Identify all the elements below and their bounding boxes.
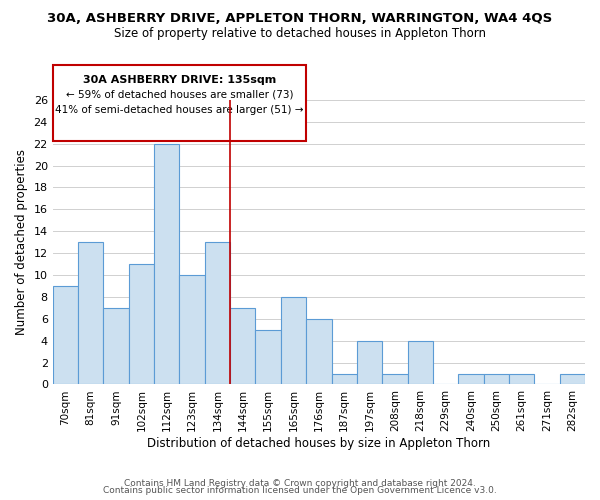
Text: Contains public sector information licensed under the Open Government Licence v3: Contains public sector information licen… <box>103 486 497 495</box>
Text: 30A ASHBERRY DRIVE: 135sqm: 30A ASHBERRY DRIVE: 135sqm <box>83 75 276 85</box>
Text: Size of property relative to detached houses in Appleton Thorn: Size of property relative to detached ho… <box>114 28 486 40</box>
Bar <box>230 308 256 384</box>
Bar <box>129 264 154 384</box>
Bar <box>205 242 230 384</box>
Bar <box>407 340 433 384</box>
Bar <box>103 308 129 384</box>
Bar <box>332 374 357 384</box>
Text: ← 59% of detached houses are smaller (73): ← 59% of detached houses are smaller (73… <box>65 90 293 100</box>
Bar <box>560 374 585 384</box>
Bar <box>179 275 205 384</box>
Bar <box>154 144 179 384</box>
FancyBboxPatch shape <box>53 65 306 142</box>
Bar <box>78 242 103 384</box>
Text: Contains HM Land Registry data © Crown copyright and database right 2024.: Contains HM Land Registry data © Crown c… <box>124 478 476 488</box>
Bar <box>281 297 306 384</box>
Bar <box>53 286 78 384</box>
Bar <box>306 319 332 384</box>
Text: 30A, ASHBERRY DRIVE, APPLETON THORN, WARRINGTON, WA4 4QS: 30A, ASHBERRY DRIVE, APPLETON THORN, WAR… <box>47 12 553 26</box>
Bar <box>256 330 281 384</box>
Bar <box>484 374 509 384</box>
Bar <box>357 340 382 384</box>
Y-axis label: Number of detached properties: Number of detached properties <box>15 149 28 335</box>
X-axis label: Distribution of detached houses by size in Appleton Thorn: Distribution of detached houses by size … <box>147 437 490 450</box>
Bar <box>382 374 407 384</box>
Bar <box>509 374 535 384</box>
Bar <box>458 374 484 384</box>
Text: 41% of semi-detached houses are larger (51) →: 41% of semi-detached houses are larger (… <box>55 104 304 115</box>
